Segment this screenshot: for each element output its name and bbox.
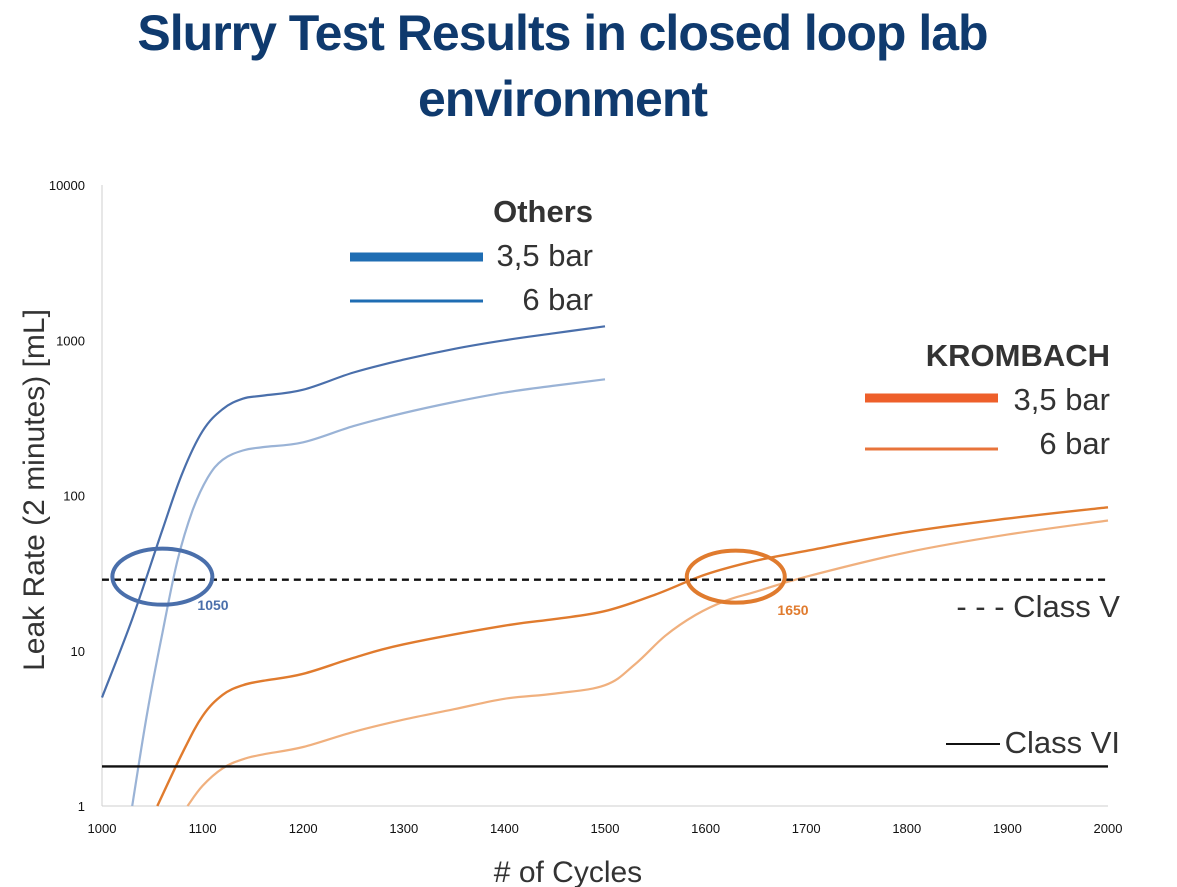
x-tick-label: 1300 [389,821,418,836]
x-tick-label: 1600 [691,821,720,836]
annotation-1050: 1050 [197,597,228,613]
series-line-krombach-3-5-bar [156,506,1109,807]
legend-krombach-6bar-label: 6 bar [1039,426,1110,461]
x-tick-label: 1800 [892,821,921,836]
legend-krombach-heading: KROMBACH [926,338,1110,373]
y-tick-label: 10000 [49,178,85,193]
series-line-others-3-5-bar [100,325,606,698]
y-tick-label: 100 [63,489,85,504]
legend-others-heading: Others [493,194,593,229]
class-vi-label: Class VI [1005,725,1120,760]
annotation-1650: 1650 [777,602,808,618]
chart-title: Slurry Test Results in closed loop lab e… [0,0,1125,132]
series-line-others-6-bar [131,378,606,807]
series-line-krombach-6-bar [186,519,1109,807]
x-axis-title: # of Cycles [494,856,642,887]
y-tick-label: 1000 [56,333,85,348]
x-tick-label: 1000 [88,821,117,836]
x-tick-label: 1700 [792,821,821,836]
x-tick-label: 2000 [1094,821,1123,836]
legend-others-35bar-label: 3,5 bar [496,238,593,273]
legend-krombach-35bar-label: 3,5 bar [1013,382,1110,417]
x-tick-label: 1400 [490,821,519,836]
x-tick-label: 1200 [289,821,318,836]
class-v-label: - - - Class V [956,589,1120,624]
highlight-ellipse-1050 [110,546,215,607]
y-tick-label: 1 [78,799,85,814]
highlight-ellipse-1650 [684,548,787,605]
y-axis-title: Leak Rate (2 minutes) [mL] [18,309,51,671]
title-line-2: environment [417,71,708,127]
x-tick-label: 1100 [189,821,217,836]
legend-others-6bar-label: 6 bar [522,282,593,317]
title-line-1: Slurry Test Results in closed loop lab [137,5,988,61]
x-tick-label: 1900 [993,821,1022,836]
x-tick-label: 1500 [591,821,620,836]
y-tick-label: 10 [71,644,85,659]
